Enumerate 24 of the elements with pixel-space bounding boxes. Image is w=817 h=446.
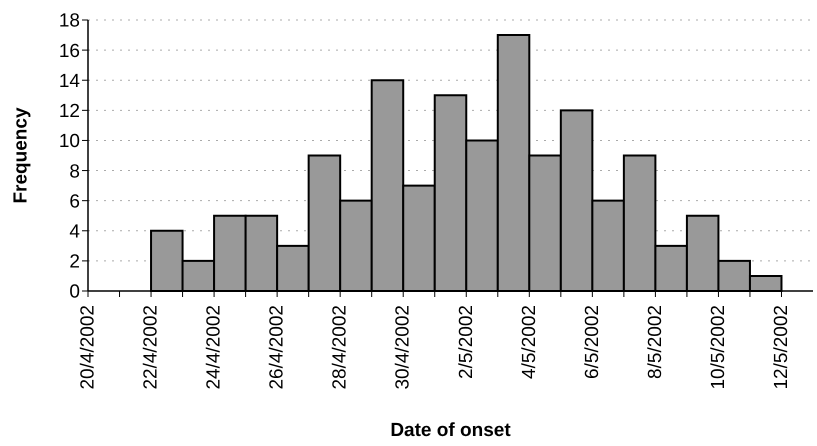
x-tick-label: 30/4/2002 xyxy=(392,305,414,390)
x-tick-label: 28/4/2002 xyxy=(330,305,351,390)
y-tick-label: 8 xyxy=(69,161,80,182)
x-tick-label: 6/5/2002 xyxy=(582,305,603,379)
y-tick-label: 14 xyxy=(58,70,80,92)
x-axis-title: Date of onset xyxy=(390,420,512,441)
x-tick-label: 8/5/2002 xyxy=(644,305,666,379)
y-axis-title: Frequency xyxy=(10,107,32,204)
y-tick-label: 6 xyxy=(69,191,80,212)
y-tick-label: 16 xyxy=(58,40,80,62)
x-tick-label: 2/5/2002 xyxy=(456,305,477,379)
y-tick-label: 2 xyxy=(69,252,80,273)
y-tick-label: 18 xyxy=(58,10,80,32)
x-tick-label: 4/5/2002 xyxy=(518,305,540,379)
x-tick-label: 22/4/2002 xyxy=(140,305,162,390)
x-tick-label: 10/5/2002 xyxy=(708,305,729,390)
y-tick-label: 12 xyxy=(58,101,80,122)
x-tick-label: 12/5/2002 xyxy=(770,305,792,390)
x-tick-label: 24/4/2002 xyxy=(204,305,225,390)
x-tick-label: 20/4/2002 xyxy=(78,305,98,390)
x-tick-label: 26/4/2002 xyxy=(266,305,288,390)
y-tick-label: 0 xyxy=(69,282,80,303)
y-tick-label: 4 xyxy=(69,222,80,243)
y-tick-label: 10 xyxy=(58,131,80,152)
